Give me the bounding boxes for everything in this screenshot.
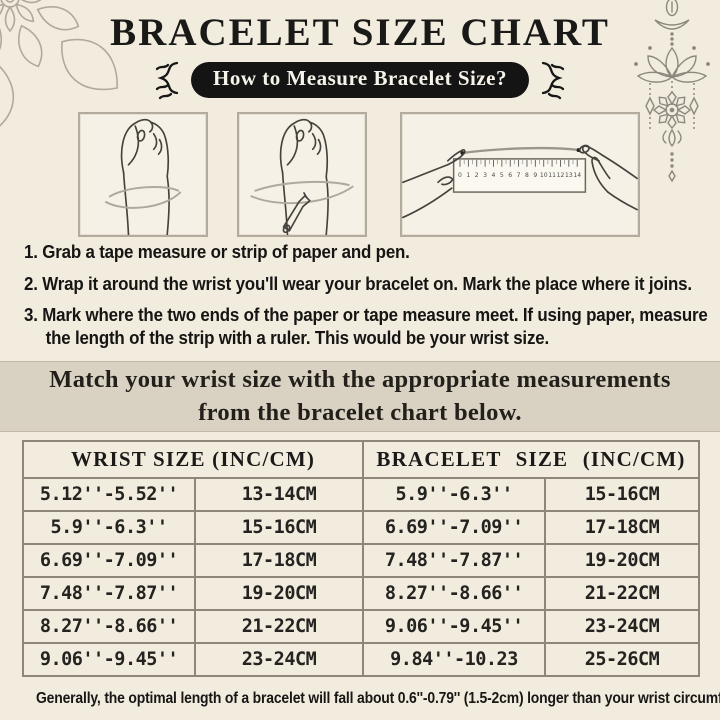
wrist-cm-cell: 21-22CM [194,609,364,644]
svg-text:10: 10 [540,172,548,179]
table-row: 6.69''-7.09'' 17-18CM 7.48''-7.87'' 19-2… [22,543,701,578]
bracelet-cm-cell: 15-16CM [543,477,701,512]
bracelet-inch-cell: 7.48''-7.87'' [362,543,546,578]
size-table: WRIST SIZE (INC/CM) BRACELET SIZE (INC/C… [22,440,701,677]
ruler-measure-icon: 0 1 2 3 4 5 6 7 8 9 10 11 12 13 14 [402,144,638,219]
wrist-inch-cell: 5.12''-5.52'' [22,477,196,512]
wrist-cm-cell: 23-24CM [194,642,364,677]
svg-text:9: 9 [533,172,537,179]
svg-text:3: 3 [483,172,487,179]
illustration-measure-wrist [78,112,208,237]
wrist-cm-cell: 19-20CM [194,576,364,611]
wrist-inch-cell: 5.9''-6.3'' [22,510,196,545]
illustration-mark-tape [237,112,367,237]
bracelet-inch-cell: 6.69''-7.09'' [362,510,546,545]
bracelet-inch-cell: 9.84''-10.23 [362,642,546,677]
match-banner: Match your wrist size with the appropria… [0,361,720,432]
bracelet-cm-cell: 19-20CM [543,543,701,578]
how-to-measure-badge: How to Measure Bracelet Size? [190,62,530,98]
svg-text:13: 13 [565,172,573,179]
bracelet-cm-cell: 21-22CM [543,576,701,611]
how-to-measure-badge-row: How to Measure Bracelet Size? [0,60,720,100]
instruction-step-2: 2. Wrap it around the wrist you'll wear … [24,273,692,294]
wrist-inch-cell: 7.48''-7.87'' [22,576,196,611]
wrist-cm-cell: 13-14CM [194,477,364,512]
bracelet-size-header: BRACELET SIZE (INC/CM) [361,440,701,479]
instruction-step-1: 1. Grab a tape measure or strip of paper… [24,242,410,262]
wrist-cm-cell: 17-18CM [194,543,364,578]
bracelet-cm-cell: 23-24CM [543,609,701,644]
table-row: 5.9''-6.3'' 15-16CM 6.69''-7.09'' 17-18C… [22,510,701,545]
wrist-inch-cell: 8.27''-8.66'' [22,609,196,644]
svg-text:2: 2 [475,172,479,179]
wrist-size-header: WRIST SIZE (INC/CM) [22,440,364,479]
match-banner-text: Match your wrist size with the appropria… [49,366,671,426]
svg-text:7: 7 [517,172,521,179]
svg-text:11: 11 [548,172,556,179]
wrist-cm-cell: 15-16CM [194,510,364,545]
lotus-ornament-icon [634,0,710,183]
svg-text:1: 1 [466,172,470,179]
svg-text:5: 5 [500,172,504,179]
illustration-ruler: 0 1 2 3 4 5 6 7 8 9 10 11 12 13 14 [400,112,640,237]
wrist-inch-cell: 6.69''-7.09'' [22,543,196,578]
bracelet-inch-cell: 9.06''-9.45'' [362,609,546,644]
instruction-step-3: 3. Mark where the two ends of the paper … [24,305,708,349]
svg-text:0: 0 [458,172,462,179]
bracelet-inch-cell: 8.27''-8.66'' [362,576,546,611]
svg-text:14: 14 [573,172,581,179]
table-row: 7.48''-7.87'' 19-20CM 8.27''-8.66'' 21-2… [22,576,701,611]
svg-text:8: 8 [525,172,529,179]
svg-text:4: 4 [492,172,496,179]
flourish-left-icon [155,61,179,100]
svg-text:12: 12 [557,172,565,179]
bracelet-inch-cell: 5.9''-6.3'' [362,477,546,512]
size-table-header-row: WRIST SIZE (INC/CM) BRACELET SIZE (INC/C… [22,440,701,479]
mandala-flower-icon [0,0,119,137]
table-row: 9.06''-9.45'' 23-24CM 9.84''-10.23 25-26… [22,642,701,677]
wrist-inch-cell: 9.06''-9.45'' [22,642,196,677]
bracelet-cm-cell: 17-18CM [543,510,701,545]
hand-with-tape-icon [104,118,182,235]
bracelet-cm-cell: 25-26CM [543,642,701,677]
page-title: BRACELET SIZE CHART [110,11,610,54]
svg-text:6: 6 [508,172,512,179]
instructions-list: 1. Grab a tape measure or strip of paper… [24,241,710,359]
flourish-right-icon [541,61,565,100]
hand-with-pen-icon [250,118,354,235]
table-row: 5.12''-5.52'' 13-14CM 5.9''-6.3'' 15-16C… [22,477,701,512]
footnote: Generally, the optimal length of a brace… [36,690,720,707]
table-row: 8.27''-8.66'' 21-22CM 9.06''-9.45'' 23-2… [22,609,701,644]
